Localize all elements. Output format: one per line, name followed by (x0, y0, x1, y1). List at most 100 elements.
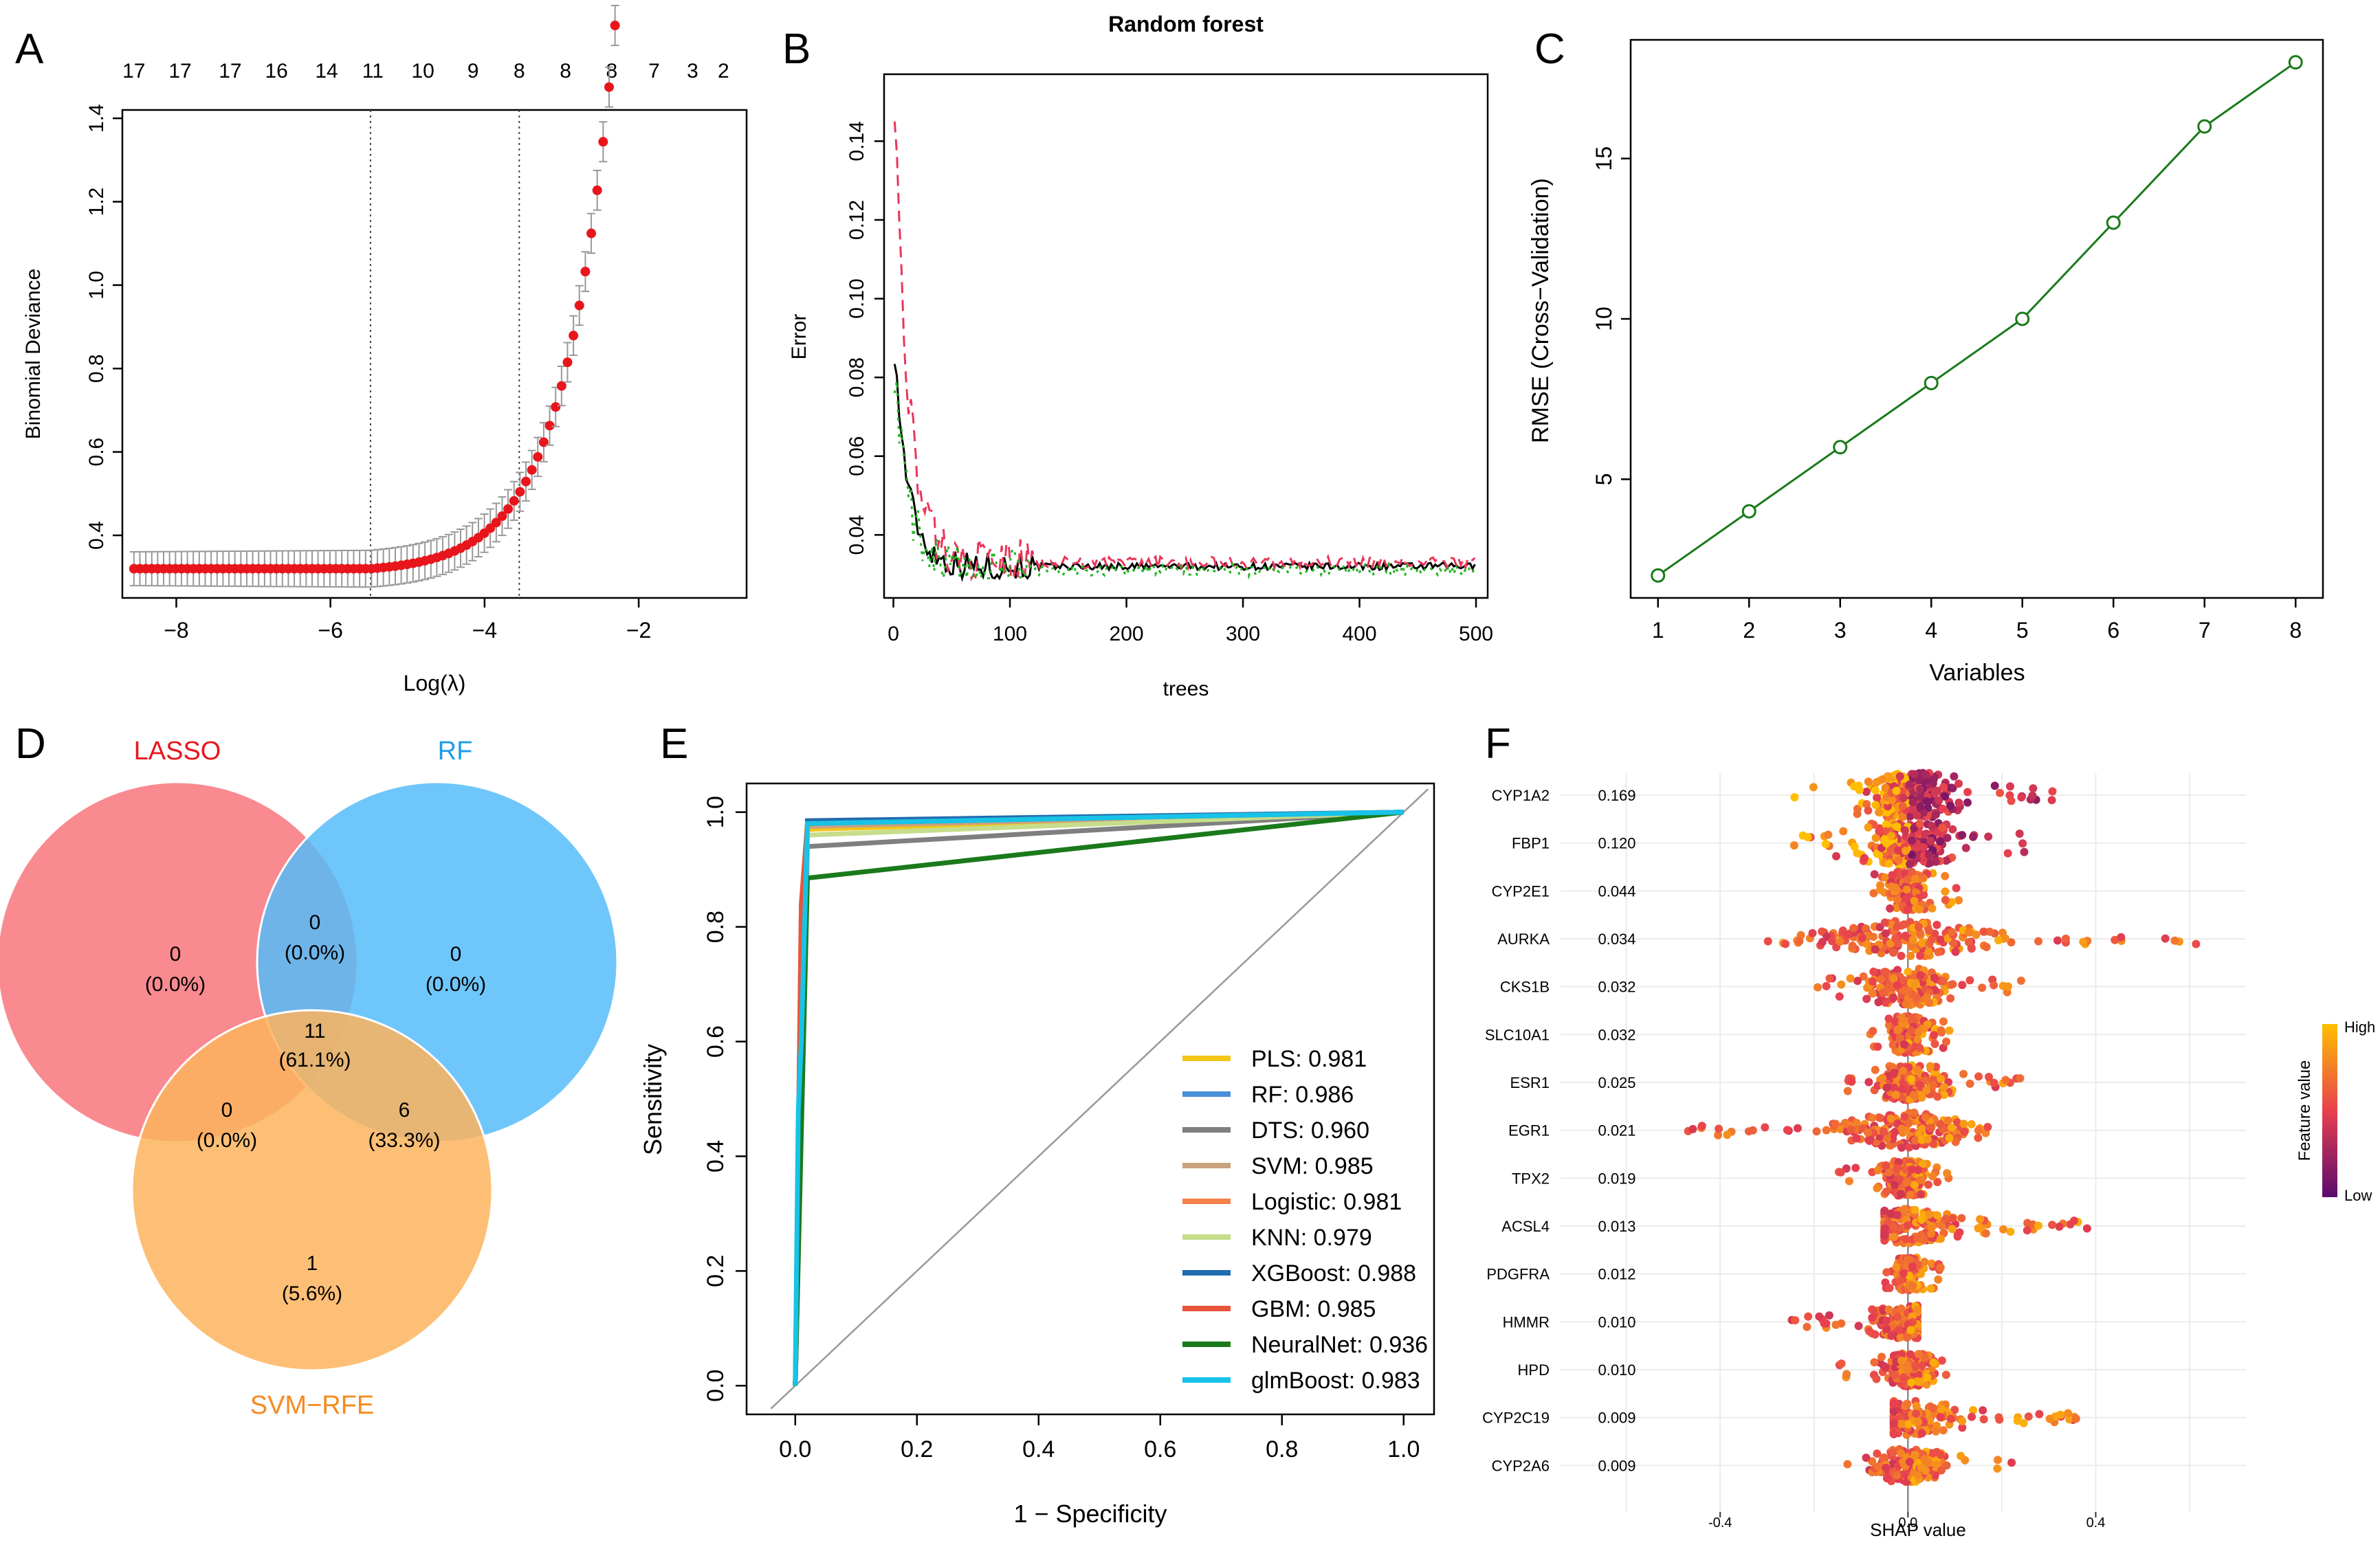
panel-f-shap-point (1945, 1026, 1954, 1035)
panel-a-top-axis-label: 17 (122, 60, 145, 82)
panel-f-shap-point (1930, 973, 1939, 982)
panel-e-y-label: Sensitivity (639, 1044, 667, 1155)
panel-a-deviance-point (580, 267, 591, 277)
panel-f-shap-point (1909, 1091, 1918, 1100)
panel-f-shap-point (1916, 1176, 1925, 1185)
panel-f-shap-point (1871, 786, 1880, 794)
panel-f-shap-point (1976, 1215, 1985, 1224)
panel-f-shap-point (1904, 1119, 1913, 1128)
panel-f-shap-point (1981, 1229, 1990, 1238)
panel-label-e: E (660, 720, 688, 768)
panel-f-shap-point (1902, 1166, 1910, 1175)
panel-f-shap-point (1891, 1091, 1900, 1100)
panel-f-shap-point (1900, 1040, 1909, 1049)
panel-a-y-tick-label: 1.2 (85, 188, 108, 216)
colorbar-high-label: High (2344, 1019, 2375, 1036)
panel-e-roc-glmboost (793, 810, 1404, 1386)
panel-f-shap-point (2016, 977, 2025, 985)
venn-set-svm-rfe: SVM−RFE (250, 1391, 375, 1420)
panel-f-shap-point (1921, 1113, 1930, 1122)
panel-f-importance-label: 0.169 (1598, 787, 1635, 804)
panel-label-d: D (15, 720, 46, 768)
panel-f-shap-point (1862, 939, 1871, 948)
panel-f-shap-point (1910, 896, 1919, 905)
panel-f-shap-point (1837, 1359, 1846, 1368)
panel-f-shap-point (1923, 1373, 1932, 1382)
panel-f-shap-point (1908, 935, 1917, 944)
panel-f-shap-point (2016, 1074, 2025, 1082)
panel-f-shap-point (1915, 922, 1923, 931)
panel-b-y-tick-label: 0.08 (846, 357, 868, 397)
panel-f-shap-point (1985, 1073, 1993, 1081)
panel-f-shap-point (1897, 951, 1906, 960)
panel-a-deviance-point (569, 331, 579, 341)
panel-f-shap-point (1916, 951, 1925, 960)
panel-f-shap-point (1893, 1211, 1902, 1219)
panel-f-shap-point (1902, 1178, 1911, 1187)
panel-f-shap-point (1847, 1125, 1855, 1134)
panel-f-shap-point (1904, 968, 1913, 977)
panel-f-shap-point (1994, 1413, 2003, 1422)
panel-f-shap-point (1996, 788, 2005, 797)
venn-region-rf-svm-count: 6 (399, 1099, 410, 1122)
panel-f-shap-point (1904, 1420, 1913, 1429)
panel-f-shap-point (1815, 1312, 1824, 1321)
panel-f-shap-point (1882, 1187, 1891, 1196)
panel-c-y-label: RMSE (Cross−Validation) (1528, 178, 1554, 443)
panel-f-shap-point (1947, 1124, 1956, 1132)
panel-f-shap-point (1936, 837, 1944, 846)
panel-f-shap-point (1953, 1232, 1962, 1241)
panel-f-shap-point (1892, 1262, 1901, 1271)
panel-a-top-axis-label: 7 (648, 60, 660, 82)
panel-e-roc: 1 − Specificity Sensitivity 0.0 0.2 0.4 0.6… (639, 782, 1435, 1528)
panel-f-shap-point (1940, 1091, 1948, 1100)
panel-f-shap-point (1871, 945, 1880, 954)
panel-c-rmse-line (1657, 61, 2297, 577)
panel-f-shap-point (1924, 947, 1933, 956)
panel-f-shap-point (1868, 1113, 1877, 1122)
panel-f-shap-point (1984, 832, 1993, 841)
panel-f-shap-point (2001, 1076, 2010, 1084)
panel-f-feature-label: CKS1B (1500, 979, 1550, 996)
panel-f-shap-point (1897, 1449, 1906, 1458)
panel-f-shap-point (1936, 935, 1945, 944)
panel-f-shap-point (1891, 1017, 1900, 1026)
panel-f-shap-point (1898, 1014, 1907, 1023)
panel-f-shap-point (1908, 990, 1917, 999)
panel-f-shap-point (1893, 823, 1902, 831)
panel-f-shap-point (1916, 785, 1925, 794)
panel-a-top-axis-label: 9 (467, 60, 479, 82)
panel-f-shap-point (1781, 939, 1790, 948)
panel-f-shap-point (2161, 934, 2170, 943)
panel-f-shap-point (1905, 780, 1914, 789)
panel-f-shap-point (1952, 884, 1961, 893)
panel-f-shap-point (1931, 810, 1940, 819)
panel-f-shap-point (1804, 1312, 1813, 1321)
panel-f-shap-point (1921, 830, 1930, 838)
panel-f-shap-point (1960, 1127, 1969, 1136)
panel-f-shap-point (1948, 1214, 1957, 1223)
panel-f-shap-point (2192, 939, 2201, 948)
panel-f-shap-point (1881, 783, 1890, 792)
panel-c-rmse-point (2015, 311, 2030, 326)
panel-c-y-tick-label: 15 (1591, 146, 1616, 171)
panel-f-shap-point (1865, 1137, 1874, 1145)
panel-e-legend-label: RF: 0.986 (1251, 1082, 1354, 1108)
panel-f-shap-point (2035, 1410, 2044, 1418)
panel-f-shap-point (1869, 1027, 1877, 1036)
panel-f-shap-point (2070, 1216, 2078, 1225)
panel-f-shap-point (1903, 905, 1912, 914)
panel-f-shap-point (1889, 1407, 1898, 1416)
panel-e-x-tick-label: 0.6 (1144, 1436, 1176, 1462)
panel-c-rmse-point (1924, 375, 1939, 390)
panel-f-shap-point (1915, 819, 1924, 828)
panel-f-shap-point (1913, 1471, 1922, 1480)
panel-f-feature-label: HPD (1518, 1361, 1550, 1379)
panel-f-shap-point (1897, 1419, 1906, 1428)
panel-f-shap-point (1723, 1131, 1732, 1139)
panel-b-series-oob (893, 364, 1476, 583)
panel-f-shap-point (1931, 1427, 1940, 1436)
panel-f-shap-point (1908, 1281, 1917, 1290)
panel-f-shap-point (1911, 1136, 1920, 1145)
panel-f-shap-point (1822, 981, 1831, 990)
